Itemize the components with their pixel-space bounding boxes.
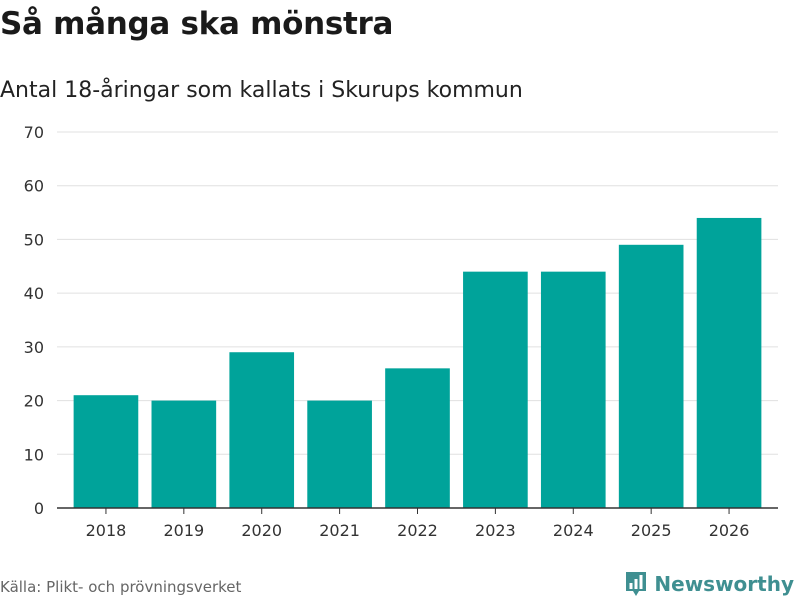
x-tick-label: 2020 (241, 521, 282, 540)
brand-logo[interactable]: Newsworthy (624, 568, 794, 600)
chart-title: Så många ska mönstra (0, 6, 394, 42)
y-tick-label: 10 (24, 445, 44, 464)
chart-subtitle: Antal 18-åringar som kallats i Skurups k… (0, 78, 523, 103)
source-note: Källa: Plikt- och prövningsverket (0, 578, 242, 596)
x-tick-label: 2018 (86, 521, 127, 540)
y-tick-label: 60 (24, 177, 44, 196)
x-tick-label: 2025 (631, 521, 672, 540)
bar-2019[interactable] (151, 400, 217, 508)
bar-2023[interactable] (463, 271, 528, 508)
bar-2025[interactable] (618, 244, 684, 509)
bar-2026[interactable] (696, 217, 762, 508)
bar-layer (73, 217, 762, 509)
bar-2024[interactable] (540, 271, 606, 508)
bar-2020[interactable] (229, 352, 295, 508)
bar-2018[interactable] (73, 395, 139, 508)
x-tick-label: 2021 (319, 521, 360, 540)
y-tick-label: 0 (34, 499, 44, 518)
x-tick-label: 2023 (475, 521, 516, 540)
x-tick-label: 2026 (709, 521, 750, 540)
brand-name: Newsworthy (654, 572, 794, 596)
x-tick-label: 2019 (163, 521, 204, 540)
axis-layer: 0 10 20 30 40 50 60 70 2018 2019 2020 2021 2022 2023 2… (24, 123, 778, 540)
x-tick-label: 2022 (397, 521, 438, 540)
bar-2022[interactable] (385, 368, 450, 508)
bar-2021[interactable] (307, 400, 372, 508)
y-tick-label: 20 (24, 392, 44, 411)
y-tick-label: 50 (24, 230, 44, 249)
y-tick-label: 70 (24, 123, 44, 142)
y-tick-label: 30 (24, 338, 44, 357)
bar-chart-logo-icon (626, 572, 647, 596)
x-tick-label: 2024 (553, 521, 594, 540)
y-tick-label: 40 (24, 284, 44, 303)
